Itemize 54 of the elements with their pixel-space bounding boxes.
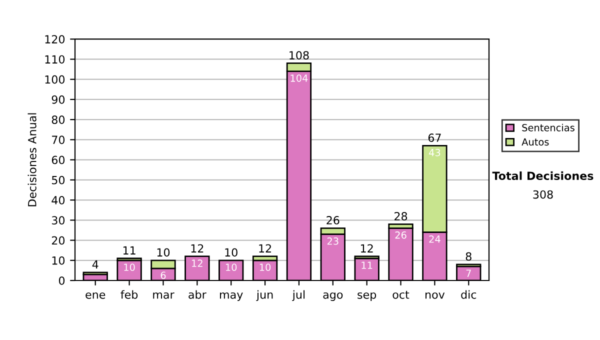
y-tick-label: 60 <box>52 156 65 164</box>
total-label: 12 <box>360 244 373 252</box>
data-label: 12 <box>192 260 202 267</box>
total-label: 4 <box>92 260 98 269</box>
total-label: 67 <box>428 134 441 142</box>
x-tick-label: may <box>220 292 243 301</box>
x-tick-label: jul <box>292 290 305 301</box>
data-label: 23 <box>327 237 338 245</box>
x-tick-label: sep <box>358 292 376 301</box>
data-label: 11 <box>362 262 372 269</box>
y-axis-title: Decisiones Anual <box>28 113 36 206</box>
text: Total Decisiones <box>492 171 594 180</box>
y-tick-label: 40 <box>52 196 65 204</box>
total-label: 12 <box>259 244 271 252</box>
total-label: 11 <box>123 246 136 254</box>
data-label: 10 <box>226 264 237 271</box>
y-tick-label: 120 <box>45 35 65 44</box>
y-tick-label: 80 <box>52 116 65 124</box>
y-tick-label: 70 <box>52 136 65 144</box>
x-tick-label: jun <box>256 290 273 301</box>
data-label: 43 <box>428 148 440 156</box>
y-tick-label: 90 <box>52 95 65 104</box>
x-tick-label: feb <box>120 290 138 299</box>
x-tick-label: abr <box>188 290 206 299</box>
legend-label: Sentencias <box>522 124 574 132</box>
data-label: 10 <box>124 264 135 271</box>
y-tick-label: 0 <box>58 276 65 285</box>
x-tick-label: oct <box>392 290 410 299</box>
x-tick-label: mar <box>153 292 174 299</box>
x-tick-label: dic <box>461 290 476 299</box>
data-label: 24 <box>429 235 440 243</box>
total-label: 10 <box>225 248 238 257</box>
data-label: 7 <box>466 270 471 277</box>
text: 308 <box>533 190 553 199</box>
legend-label: Autos <box>522 138 549 146</box>
y-tick-label: 100 <box>45 75 65 84</box>
x-tick-label: nov <box>426 292 445 299</box>
x-tick-label: ago <box>323 292 343 301</box>
total-label: 26 <box>326 216 340 224</box>
y-tick-label: 30 <box>52 216 65 225</box>
data-label: 10 <box>260 264 271 271</box>
y-tick-label: 50 <box>52 176 65 184</box>
data-label: 6 <box>160 272 166 279</box>
total-label: 10 <box>157 248 170 257</box>
x-tick-label: ene <box>86 292 106 299</box>
total-label: 8 <box>466 252 472 261</box>
y-tick-label: 110 <box>45 55 65 64</box>
total-label: 28 <box>394 212 408 220</box>
total-label: 108 <box>290 51 309 60</box>
data-label: 104 <box>290 74 308 82</box>
y-tick-label: 10 <box>52 256 65 265</box>
total-label: 12 <box>191 244 204 252</box>
y-tick-label: 20 <box>52 236 65 245</box>
data-label: 26 <box>395 231 406 239</box>
